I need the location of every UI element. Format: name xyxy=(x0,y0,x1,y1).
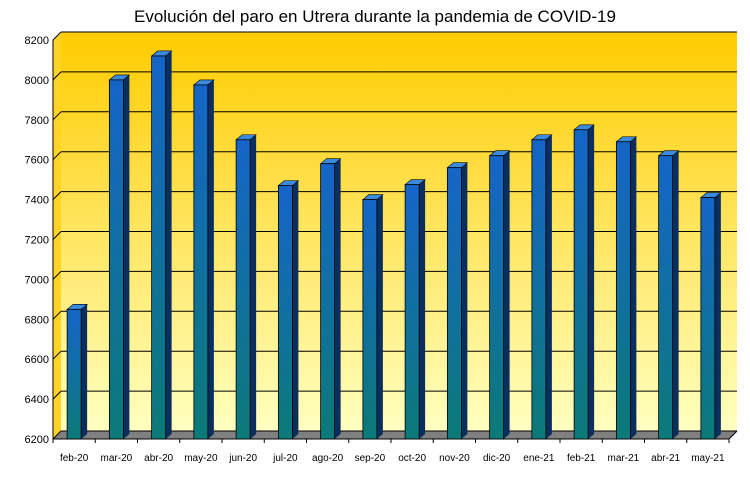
bar-side xyxy=(292,180,299,439)
x-tick-label: may-21 xyxy=(691,453,725,464)
bar-side xyxy=(123,74,130,440)
bar xyxy=(615,141,631,440)
bar xyxy=(151,55,167,440)
y-tick-label: 8000 xyxy=(25,75,49,87)
x-tick-label: feb-20 xyxy=(60,453,89,464)
x-tick-label: jul-20 xyxy=(272,453,298,464)
gridline-depth xyxy=(52,430,62,440)
bar xyxy=(66,308,82,440)
bar-side xyxy=(419,179,426,439)
bar xyxy=(362,199,378,440)
y-tick-label: 6600 xyxy=(25,354,49,366)
y-tick-label: 7000 xyxy=(25,274,49,286)
gridline-depth xyxy=(52,231,62,240)
x-tick-label: mar-20 xyxy=(101,453,133,464)
gridline-depth xyxy=(52,390,62,400)
bar xyxy=(193,84,209,440)
y-tick-label: 7200 xyxy=(25,235,49,247)
bar xyxy=(531,139,547,440)
x-tick-label: abr-20 xyxy=(144,453,173,464)
gridline-depth xyxy=(52,151,62,161)
bar xyxy=(320,163,336,440)
gridline-depth xyxy=(52,350,62,360)
bar-side xyxy=(588,124,595,440)
gridline-depth xyxy=(52,310,62,320)
y-tick-label: 7400 xyxy=(25,195,49,207)
bar xyxy=(489,155,505,440)
bar xyxy=(404,184,420,440)
bar-side xyxy=(672,150,679,439)
x-tick-label: feb-21 xyxy=(567,453,596,464)
bar xyxy=(446,167,462,440)
bar-side xyxy=(207,79,214,439)
y-tick-label: 7800 xyxy=(25,115,49,127)
y-tick-label: 8200 xyxy=(25,35,49,47)
bar-side xyxy=(503,150,510,439)
gridline-depth xyxy=(52,271,62,280)
bar xyxy=(658,155,674,440)
gridline-depth xyxy=(52,111,62,121)
x-tick-label: sep-20 xyxy=(355,453,386,464)
bar-side xyxy=(81,304,88,439)
bar-side xyxy=(376,194,383,439)
bar-side xyxy=(334,158,341,439)
gridline-depth xyxy=(52,191,62,200)
bar-side xyxy=(250,134,257,439)
x-tick-label: abr-21 xyxy=(651,453,680,464)
bar xyxy=(277,185,293,440)
floor-edge xyxy=(728,430,738,440)
x-tick-label: may-20 xyxy=(184,453,218,464)
x-tick-label: dic-20 xyxy=(483,453,511,464)
y-tick-label: 6400 xyxy=(25,394,49,406)
bar xyxy=(235,139,251,440)
bar-side xyxy=(630,136,637,439)
bar xyxy=(700,197,716,440)
chart-title: Evolución del paro en Utrera durante la … xyxy=(134,7,616,26)
x-tick-label: ene-21 xyxy=(523,453,555,464)
bar xyxy=(108,79,124,440)
x-tick-label: oct-20 xyxy=(398,453,426,464)
y-tick-label: 7600 xyxy=(25,155,49,167)
x-tick-label: mar-21 xyxy=(608,453,640,464)
y-tick-label: 6800 xyxy=(25,314,49,326)
x-tick-label: jun-20 xyxy=(228,453,257,464)
bar xyxy=(573,129,589,440)
bar-side xyxy=(165,50,172,440)
gridline-depth xyxy=(52,71,62,81)
x-tick-label: nov-20 xyxy=(439,453,470,464)
bar-side xyxy=(545,134,552,439)
y-tick-label: 6200 xyxy=(25,434,49,446)
gridline-depth xyxy=(52,31,62,41)
bar-side xyxy=(714,192,721,439)
bar-side xyxy=(461,162,468,439)
plot-floor xyxy=(53,431,737,439)
x-tick-label: ago-20 xyxy=(312,453,344,464)
